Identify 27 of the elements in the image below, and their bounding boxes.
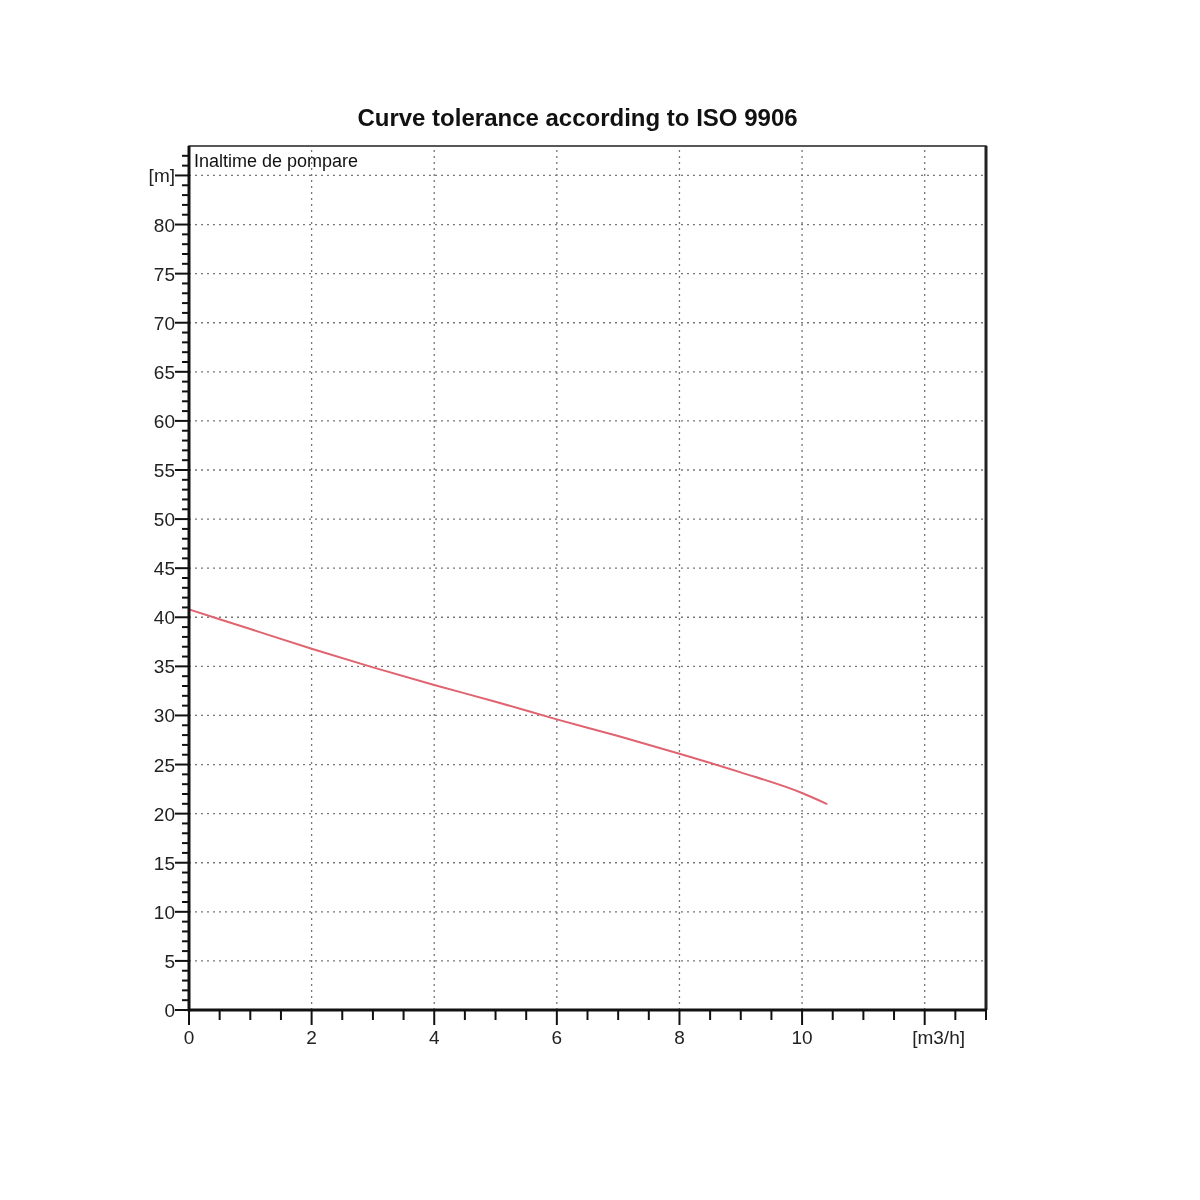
x-axis-title: [m3/h] [912,1027,965,1048]
x-tick-label: 2 [306,1027,317,1048]
x-tick-label: 4 [428,1027,440,1048]
y-tick-label: 10 [153,901,175,923]
y-tick-label: 70 [153,312,175,334]
y-tick-label: 75 [153,263,175,285]
y-axis-title: Inaltime de pompare [194,151,359,171]
y-tick-label: 55 [153,460,175,481]
y-tick-label: [m] [148,165,175,187]
y-tick-label: 25 [153,754,175,776]
y-tick-label: 65 [153,361,175,383]
y-tick-label: 80 [153,214,175,236]
y-tick-label: 35 [153,656,175,678]
y-tick-label: 15 [153,852,175,874]
y-tick-label: 5 [164,950,175,972]
chart-title: Curve tolerance according to ISO 9906 [357,104,798,131]
x-tick-label: 10 [791,1027,813,1048]
y-tick-label: 30 [153,705,175,727]
x-tick-label: 6 [551,1027,563,1048]
y-tick-label: 0 [164,1000,175,1021]
y-tick-label: 45 [153,558,175,580]
y-tick-label: 20 [153,803,175,825]
y-tick-label: 50 [153,509,175,531]
y-tick-label: 60 [153,410,175,432]
y-tick-label: 40 [153,607,175,629]
x-tick-label: 8 [674,1027,685,1048]
x-tick-label: 0 [183,1027,195,1048]
